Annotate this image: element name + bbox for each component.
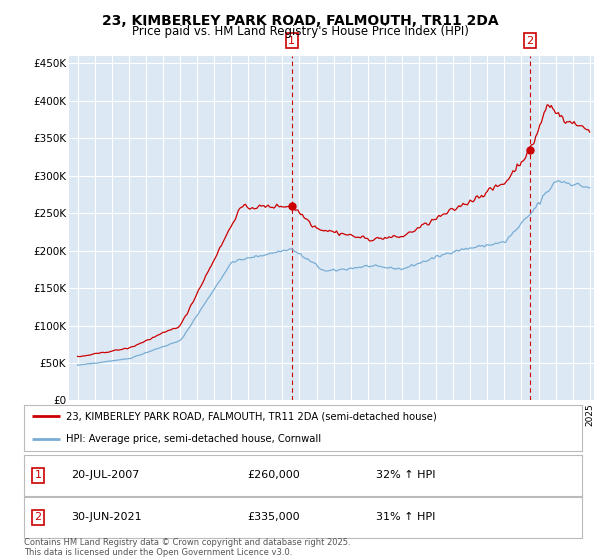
Text: 30-JUN-2021: 30-JUN-2021: [71, 512, 142, 522]
Text: Price paid vs. HM Land Registry's House Price Index (HPI): Price paid vs. HM Land Registry's House …: [131, 25, 469, 38]
Text: HPI: Average price, semi-detached house, Cornwall: HPI: Average price, semi-detached house,…: [66, 435, 321, 444]
Text: £260,000: £260,000: [247, 470, 300, 480]
Text: £335,000: £335,000: [247, 512, 300, 522]
Text: 1: 1: [289, 36, 295, 46]
Text: 23, KIMBERLEY PARK ROAD, FALMOUTH, TR11 2DA (semi-detached house): 23, KIMBERLEY PARK ROAD, FALMOUTH, TR11 …: [66, 412, 437, 421]
Text: Contains HM Land Registry data © Crown copyright and database right 2025.
This d: Contains HM Land Registry data © Crown c…: [24, 538, 350, 557]
Text: 32% ↑ HPI: 32% ↑ HPI: [376, 470, 435, 480]
Text: 20-JUL-2007: 20-JUL-2007: [71, 470, 140, 480]
Text: 1: 1: [34, 470, 41, 480]
Text: 31% ↑ HPI: 31% ↑ HPI: [376, 512, 435, 522]
Text: 2: 2: [34, 512, 41, 522]
Text: 2: 2: [526, 36, 533, 46]
Text: 23, KIMBERLEY PARK ROAD, FALMOUTH, TR11 2DA: 23, KIMBERLEY PARK ROAD, FALMOUTH, TR11 …: [101, 14, 499, 28]
